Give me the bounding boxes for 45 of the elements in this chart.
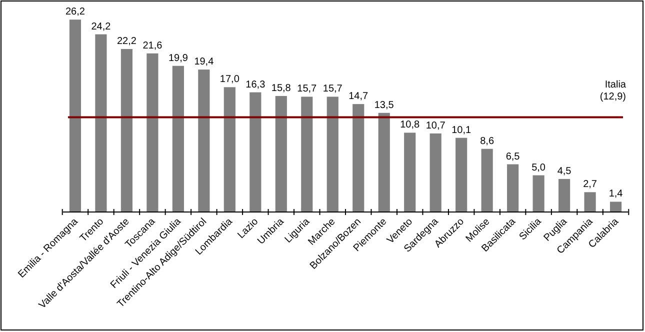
data-label: 1,4 <box>608 188 624 200</box>
bar <box>69 20 82 212</box>
bar <box>558 178 570 212</box>
data-label: 22,2 <box>116 36 137 47</box>
data-label: 15,7 <box>297 84 318 95</box>
bar <box>95 34 107 212</box>
bar <box>584 192 596 212</box>
bar <box>378 112 390 212</box>
data-label: 13,5 <box>374 100 394 111</box>
bar <box>250 92 262 212</box>
data-label: 24,2 <box>91 21 112 32</box>
bar <box>404 132 416 212</box>
data-label: 14,7 <box>348 91 369 102</box>
data-label: 5,0 <box>532 162 546 174</box>
data-label: 21,6 <box>142 40 163 52</box>
data-label: 16,3 <box>246 79 266 90</box>
data-label: 19,4 <box>194 56 214 68</box>
data-label: 4,5 <box>557 166 572 177</box>
data-label: 15,7 <box>322 84 343 95</box>
data-label: 10,7 <box>426 120 446 132</box>
bar <box>120 48 132 212</box>
bar <box>146 53 158 212</box>
data-label: 10,1 <box>452 124 472 136</box>
bar <box>610 202 622 212</box>
data-label: 2,7 <box>583 179 598 190</box>
bar <box>275 96 287 212</box>
data-label: 19,9 <box>168 52 188 64</box>
ref-line-label: Italia (12,9) <box>600 79 626 102</box>
bar <box>430 133 442 212</box>
data-label: 17,0 <box>220 74 240 86</box>
bar <box>326 96 338 212</box>
data-label: 8,6 <box>480 136 494 147</box>
data-label: 6,5 <box>506 151 520 162</box>
bar <box>532 175 544 212</box>
data-label: 26,2 <box>65 6 86 18</box>
data-label: 10,8 <box>400 120 420 131</box>
bar <box>198 70 210 212</box>
bar <box>456 138 468 212</box>
bar <box>507 164 519 212</box>
bar <box>481 148 493 212</box>
bar <box>224 87 236 212</box>
bar <box>301 96 313 212</box>
data-label: 15,8 <box>271 82 292 94</box>
bar <box>352 104 364 212</box>
bar <box>172 66 184 212</box>
